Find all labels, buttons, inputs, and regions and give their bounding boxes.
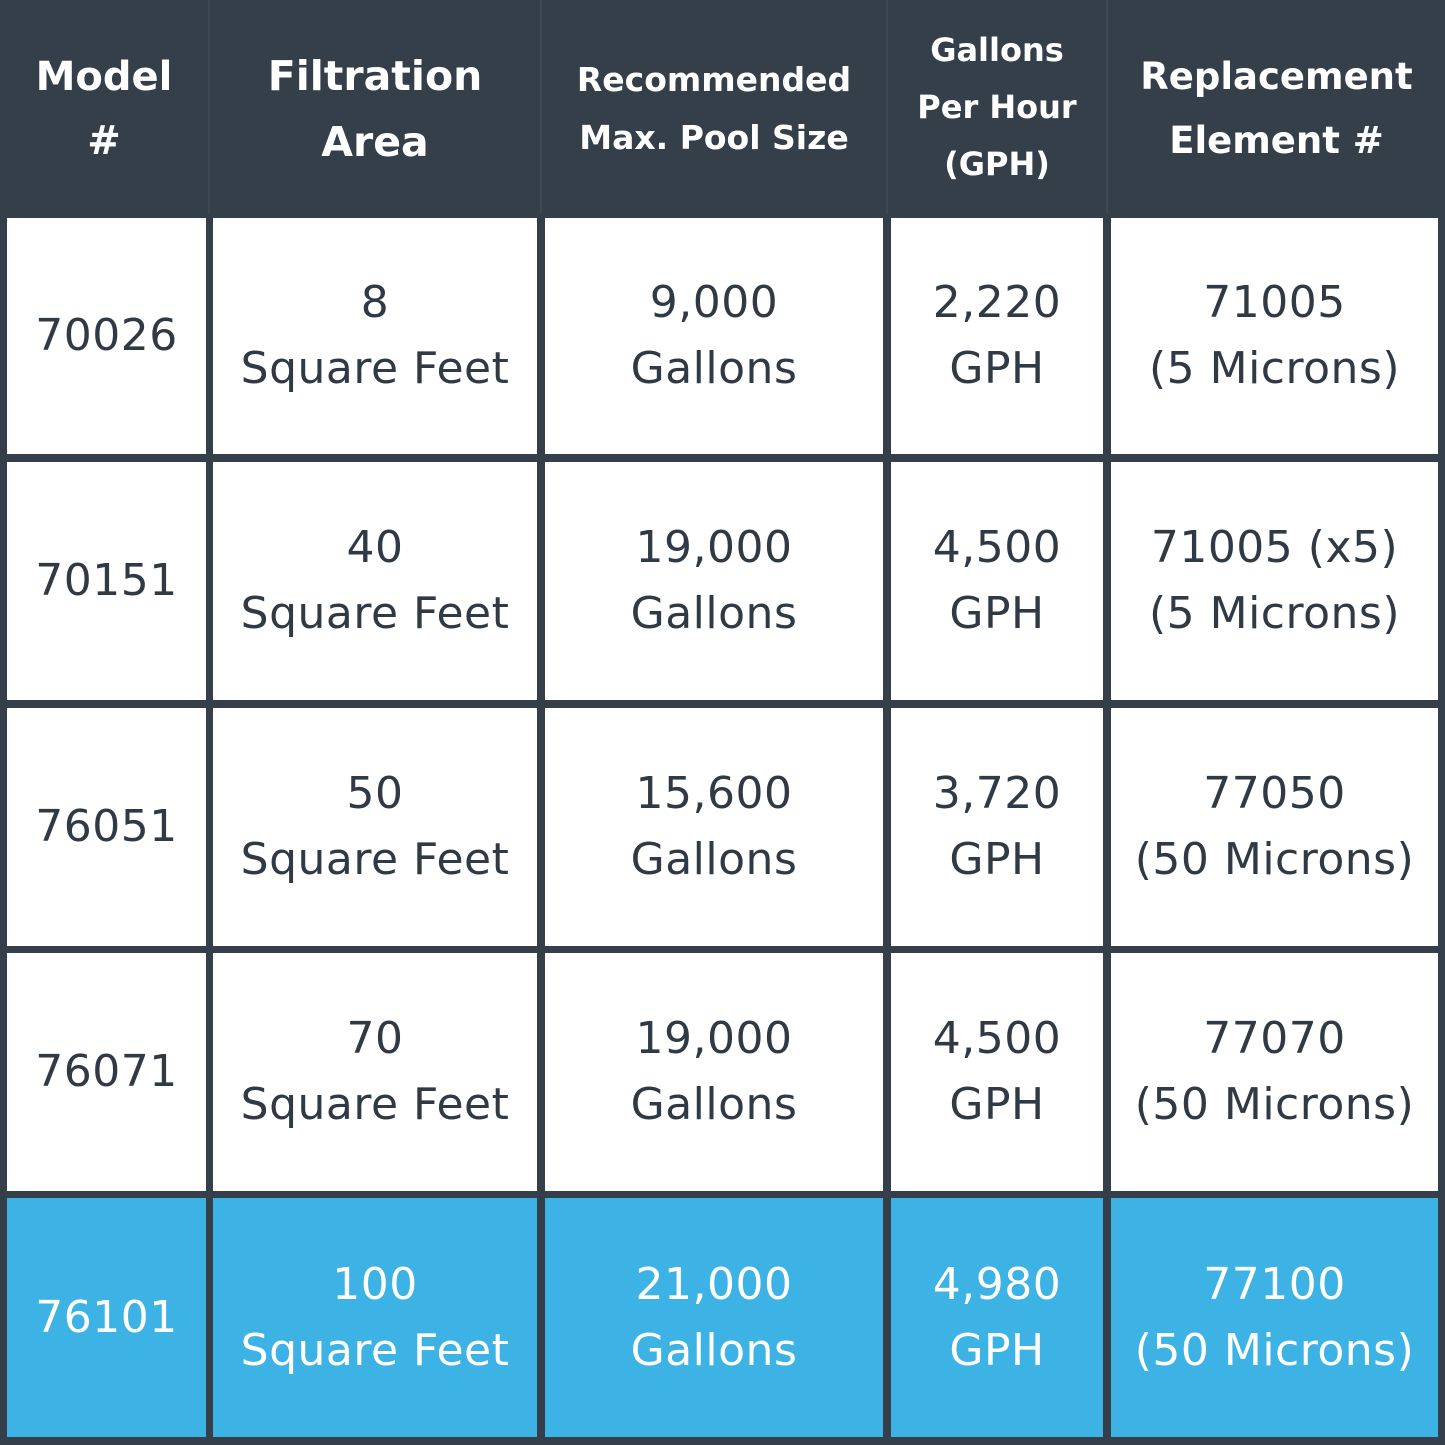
element-micron-rating: (5 Microns) <box>1148 343 1401 394</box>
gph-value: 4,500 <box>932 522 1062 573</box>
header-pool-line-1: Recommended <box>576 59 852 99</box>
filtration-value: 8 <box>360 277 390 328</box>
cell-gph: 4,500 GPH <box>891 462 1103 700</box>
cell-model: 70026 <box>7 218 206 454</box>
pool-size-value: 9,000 <box>649 277 779 328</box>
cell-pool-size: 9,000 Gallons <box>545 218 883 454</box>
gph-value: 4,980 <box>932 1258 1062 1310</box>
filtration-unit: Square Feet <box>240 834 510 885</box>
header-filtration-line-1: Filtration <box>267 51 483 100</box>
filtration-value: 100 <box>332 1258 418 1310</box>
element-micron-rating: (5 Microns) <box>1148 588 1401 639</box>
gph-unit: GPH <box>949 588 1045 639</box>
model-number: 70026 <box>35 310 178 361</box>
cell-model: 76071 <box>7 953 206 1191</box>
element-micron-rating: (50 Microns) <box>1134 1324 1415 1376</box>
cell-pool-size: 15,600 Gallons <box>545 708 883 946</box>
element-number: 77050 <box>1203 768 1346 819</box>
pool-size-value: 19,000 <box>635 1013 793 1064</box>
cell-replacement-element: 71005 (5 Microns) <box>1111 218 1438 454</box>
cell-gph: 2,220 GPH <box>891 218 1103 454</box>
filtration-value: 50 <box>346 768 404 819</box>
cell-model: 70151 <box>7 462 206 700</box>
gph-unit: GPH <box>949 834 1045 885</box>
header-replacement-element: Replacement Element # <box>1108 0 1445 213</box>
element-micron-rating: (50 Microns) <box>1134 1079 1415 1130</box>
cell-pool-size: 19,000 Gallons <box>545 953 883 1191</box>
cell-model: 76101 <box>7 1198 206 1437</box>
cell-replacement-element: 77070 (50 Microns) <box>1111 953 1438 1191</box>
gph-unit: GPH <box>949 1324 1045 1376</box>
pool-size-unit: Gallons <box>630 588 798 639</box>
cell-filtration-area: 70 Square Feet <box>213 953 537 1191</box>
gph-unit: GPH <box>949 343 1045 394</box>
pool-size-value: 21,000 <box>635 1258 793 1310</box>
pool-size-value: 19,000 <box>635 522 793 573</box>
pool-size-value: 15,600 <box>635 768 793 819</box>
cell-replacement-element: 77050 (50 Microns) <box>1111 708 1438 946</box>
cell-filtration-area: 100 Square Feet <box>213 1198 537 1437</box>
header-gph-line-2: Per Hour <box>917 88 1077 126</box>
filtration-value: 40 <box>346 522 404 573</box>
header-model-line-1: Model <box>35 53 173 100</box>
header-max-pool-size: Recommended Max. Pool Size <box>542 0 888 213</box>
cell-gph: 4,980 GPH <box>891 1198 1103 1437</box>
header-model: Model # <box>0 0 210 213</box>
header-gph: Gallons Per Hour (GPH) <box>888 0 1108 213</box>
cell-model: 76051 <box>7 708 206 946</box>
header-element-line-1: Replacement <box>1140 54 1413 98</box>
header-filtration-area: Filtration Area <box>210 0 542 213</box>
pool-size-unit: Gallons <box>630 834 798 885</box>
cell-filtration-area: 8 Square Feet <box>213 218 537 454</box>
model-number: 70151 <box>35 555 178 606</box>
cell-filtration-area: 40 Square Feet <box>213 462 537 700</box>
model-number: 76051 <box>35 801 178 852</box>
header-pool-line-2: Max. Pool Size <box>579 117 849 157</box>
cell-gph: 3,720 GPH <box>891 708 1103 946</box>
element-micron-rating: (50 Microns) <box>1134 834 1415 885</box>
model-number: 76101 <box>35 1291 178 1343</box>
pool-size-unit: Gallons <box>630 1079 798 1130</box>
cell-filtration-area: 50 Square Feet <box>213 708 537 946</box>
header-gph-line-3: (GPH) <box>944 145 1050 183</box>
filtration-unit: Square Feet <box>240 588 510 639</box>
cell-pool-size: 19,000 Gallons <box>545 462 883 700</box>
element-number: 71005 (x5) <box>1150 522 1399 573</box>
model-number: 76071 <box>35 1046 178 1097</box>
cell-replacement-element: 77100 (50 Microns) <box>1111 1198 1438 1437</box>
gph-unit: GPH <box>949 1079 1045 1130</box>
header-element-line-2: Element # <box>1169 118 1384 162</box>
header-model-line-2: # <box>87 117 121 164</box>
cell-replacement-element: 71005 (x5) (5 Microns) <box>1111 462 1438 700</box>
gph-value: 4,500 <box>932 1013 1062 1064</box>
pool-size-unit: Gallons <box>630 1324 798 1376</box>
filtration-unit: Square Feet <box>240 1324 510 1376</box>
header-gph-line-1: Gallons <box>930 31 1064 69</box>
filtration-unit: Square Feet <box>240 343 510 394</box>
gph-value: 2,220 <box>932 277 1062 328</box>
filtration-unit: Square Feet <box>240 1079 510 1130</box>
element-number: 77070 <box>1203 1013 1346 1064</box>
element-number: 77100 <box>1203 1258 1346 1310</box>
header-filtration-line-2: Area <box>321 117 429 166</box>
pool-size-unit: Gallons <box>630 343 798 394</box>
gph-value: 3,720 <box>932 768 1062 819</box>
cell-pool-size: 21,000 Gallons <box>545 1198 883 1437</box>
filtration-value: 70 <box>346 1013 404 1064</box>
element-number: 71005 <box>1203 277 1346 328</box>
cell-gph: 4,500 GPH <box>891 953 1103 1191</box>
